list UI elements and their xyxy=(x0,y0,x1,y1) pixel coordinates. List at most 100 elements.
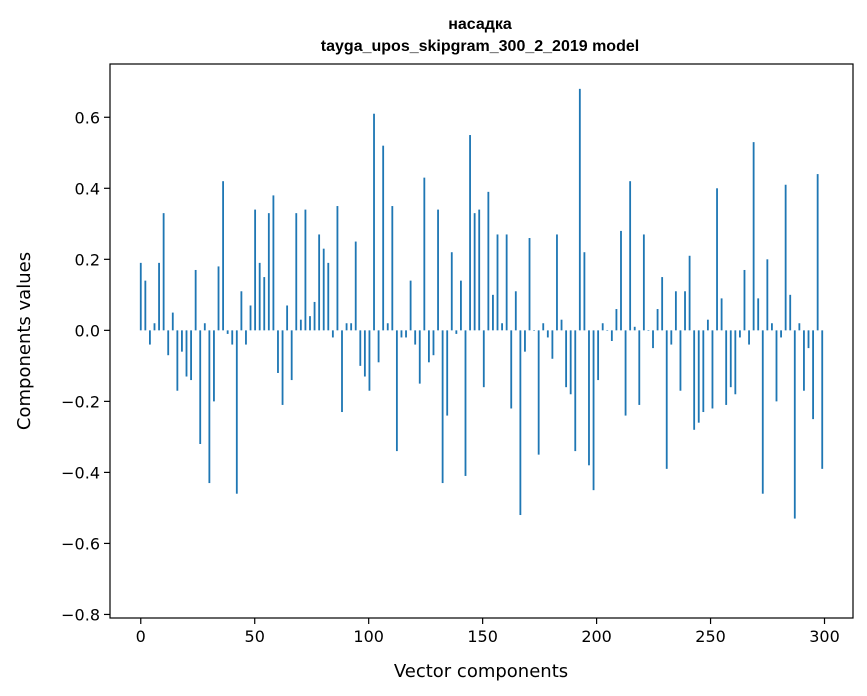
bar xyxy=(350,323,353,331)
bar xyxy=(492,294,494,331)
bar xyxy=(697,330,700,423)
bar xyxy=(519,330,522,516)
bar xyxy=(560,319,563,331)
bar xyxy=(546,330,549,338)
bar xyxy=(496,234,499,331)
bar xyxy=(418,330,421,384)
bar xyxy=(222,181,224,331)
bar xyxy=(556,234,558,331)
bar xyxy=(601,323,604,331)
bar xyxy=(711,330,714,409)
bar xyxy=(688,255,691,331)
bar xyxy=(414,330,417,345)
bar xyxy=(501,323,503,331)
bar xyxy=(505,234,508,331)
bar xyxy=(807,330,810,349)
bar xyxy=(542,323,545,331)
bar xyxy=(528,238,531,331)
bar xyxy=(382,145,385,331)
bar xyxy=(574,330,577,452)
bar xyxy=(331,330,334,338)
bar xyxy=(341,330,343,413)
x-tick-label: 100 xyxy=(353,627,384,646)
bar xyxy=(336,206,339,331)
bar xyxy=(702,330,705,413)
bar xyxy=(569,330,572,395)
bar xyxy=(368,330,371,391)
y-axis-ticks: −0.8 −0.6 −0.4 −0.2 0.0 0.2 0.4 0.6 xyxy=(61,108,110,624)
bar xyxy=(286,305,289,331)
bar xyxy=(318,234,321,331)
bar xyxy=(354,241,357,331)
bar xyxy=(254,209,257,331)
bar xyxy=(793,330,796,519)
bar xyxy=(803,330,805,391)
bar xyxy=(167,330,170,356)
bar xyxy=(565,330,568,388)
bar xyxy=(249,305,252,331)
bar xyxy=(450,252,453,331)
bar xyxy=(245,330,247,345)
x-tick-label: 0 xyxy=(136,627,146,646)
bar xyxy=(588,330,590,466)
bar xyxy=(240,291,243,331)
y-tick-label: 0.6 xyxy=(75,108,100,127)
bar xyxy=(748,330,750,345)
bar xyxy=(322,248,325,331)
y-tick-label: 0.4 xyxy=(75,179,100,198)
bar xyxy=(656,309,659,331)
bar xyxy=(153,323,156,331)
bar xyxy=(309,316,311,331)
bar xyxy=(716,188,718,331)
bar xyxy=(469,135,471,331)
bar xyxy=(661,277,664,331)
bar xyxy=(473,213,476,331)
bar xyxy=(620,230,622,331)
bar xyxy=(798,323,801,331)
bar xyxy=(606,330,609,331)
bar xyxy=(258,262,261,331)
bar xyxy=(725,330,728,405)
bar xyxy=(734,330,737,395)
bar xyxy=(665,330,668,469)
bar xyxy=(583,252,586,331)
bar xyxy=(226,330,229,334)
bar xyxy=(139,262,142,331)
bar xyxy=(615,309,618,331)
bar xyxy=(684,291,686,331)
bar xyxy=(578,88,581,331)
bar xyxy=(267,213,270,331)
bars-group xyxy=(139,88,824,519)
bar xyxy=(272,195,275,331)
bar xyxy=(638,330,641,405)
y-tick-label: −0.6 xyxy=(61,534,100,553)
bar xyxy=(181,330,183,352)
bar xyxy=(679,330,682,391)
y-tick-label: −0.2 xyxy=(61,392,100,411)
bar xyxy=(263,277,266,331)
bar xyxy=(670,330,673,345)
x-tick-label: 150 xyxy=(467,627,498,646)
bar xyxy=(816,174,819,331)
bar xyxy=(633,326,636,331)
bar xyxy=(295,213,298,331)
bar xyxy=(217,266,220,331)
bar xyxy=(514,291,517,331)
bar xyxy=(652,330,654,349)
bar xyxy=(427,330,430,363)
bar xyxy=(194,269,197,331)
bar xyxy=(171,312,174,331)
bar xyxy=(158,262,160,331)
chart-title: насадка xyxy=(448,16,512,33)
y-tick-label: 0.2 xyxy=(75,250,100,269)
bar xyxy=(720,298,723,331)
bar xyxy=(327,262,330,331)
bar xyxy=(304,209,307,331)
bar xyxy=(537,330,540,455)
bar xyxy=(524,330,526,352)
x-tick-label: 200 xyxy=(581,627,612,646)
bar xyxy=(761,330,764,494)
bar xyxy=(478,209,481,331)
plot-frame xyxy=(109,63,854,619)
bar xyxy=(373,113,375,331)
